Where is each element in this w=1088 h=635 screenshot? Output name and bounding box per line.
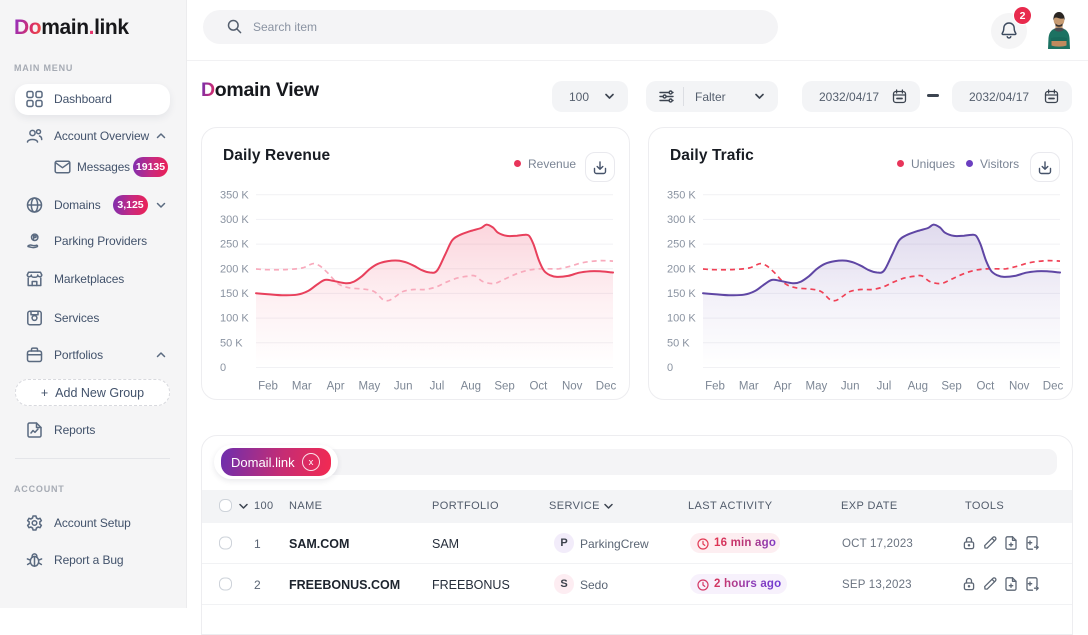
svg-text:250 K: 250 K: [220, 239, 249, 251]
svg-text:Sep: Sep: [494, 381, 514, 393]
svg-text:Jun: Jun: [841, 381, 860, 393]
svg-text:Sep: Sep: [941, 381, 961, 393]
svg-text:Nov: Nov: [1009, 381, 1030, 393]
svg-text:150 K: 150 K: [667, 288, 696, 300]
svg-text:Mar: Mar: [292, 381, 312, 393]
svg-text:May: May: [806, 381, 828, 393]
svg-text:Apr: Apr: [327, 381, 345, 393]
svg-text:250 K: 250 K: [667, 239, 696, 251]
svg-text:50 K: 50 K: [667, 337, 690, 349]
svg-text:50 K: 50 K: [220, 337, 243, 349]
svg-text:0: 0: [220, 362, 226, 374]
svg-text:Jul: Jul: [430, 381, 445, 393]
svg-text:0: 0: [667, 362, 673, 374]
svg-text:Aug: Aug: [908, 381, 928, 393]
svg-text:Oct: Oct: [529, 381, 548, 393]
svg-text:Dec: Dec: [1043, 381, 1064, 393]
svg-text:300 K: 300 K: [667, 214, 696, 226]
svg-text:200 K: 200 K: [667, 263, 696, 275]
svg-text:Dec: Dec: [596, 381, 617, 393]
svg-text:Oct: Oct: [976, 381, 995, 393]
svg-text:300 K: 300 K: [220, 214, 249, 226]
svg-text:350 K: 350 K: [220, 189, 249, 201]
svg-text:Feb: Feb: [258, 381, 278, 393]
svg-text:150 K: 150 K: [220, 288, 249, 300]
svg-text:Jul: Jul: [877, 381, 892, 393]
svg-text:Jun: Jun: [394, 381, 413, 393]
svg-text:Mar: Mar: [739, 381, 759, 393]
svg-text:100 K: 100 K: [667, 313, 696, 325]
svg-text:350 K: 350 K: [667, 189, 696, 201]
svg-text:Nov: Nov: [562, 381, 583, 393]
svg-text:100 K: 100 K: [220, 313, 249, 325]
svg-text:Aug: Aug: [461, 381, 481, 393]
svg-text:Apr: Apr: [774, 381, 792, 393]
svg-text:May: May: [359, 381, 381, 393]
svg-text:Feb: Feb: [705, 381, 725, 393]
svg-text:200 K: 200 K: [220, 263, 249, 275]
